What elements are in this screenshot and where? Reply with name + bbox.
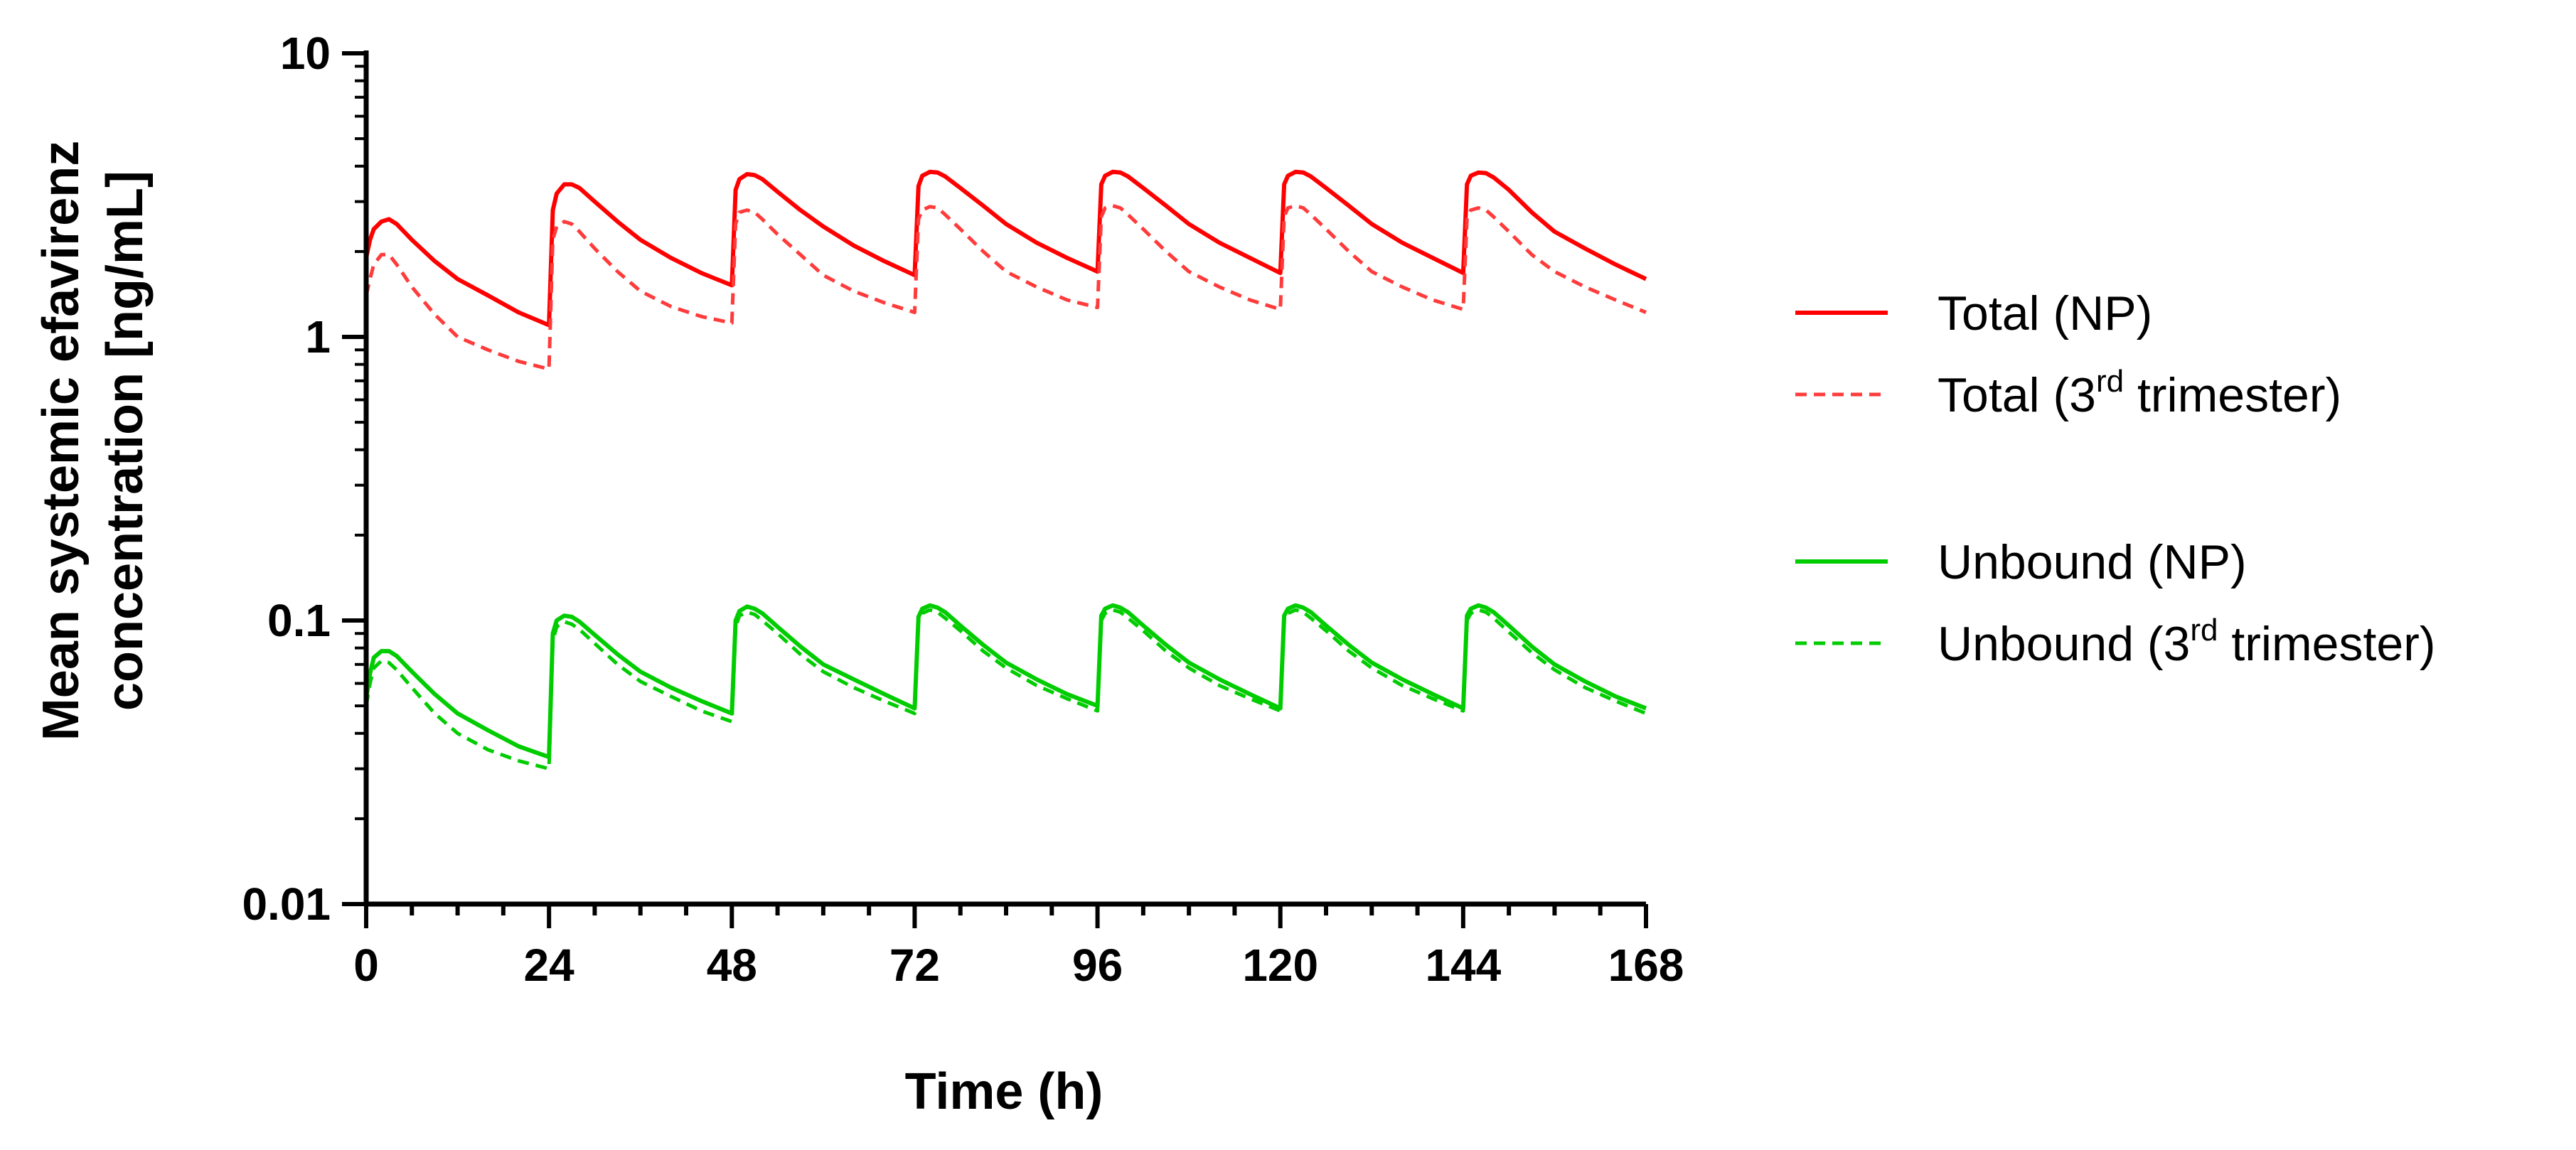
- series-line-1: [364, 169, 1647, 328]
- series-line-4: [364, 608, 1647, 771]
- series-line-2: [364, 204, 1647, 371]
- y-axis-title-line-2: concentration [ng/mL]: [97, 171, 154, 711]
- y-tick-label: 0.1: [267, 595, 331, 646]
- plot-area: [364, 169, 1647, 771]
- series-line-3: [364, 603, 1647, 760]
- x-tick-label: 48: [707, 940, 757, 991]
- x-tick-label: 72: [889, 940, 940, 991]
- y-axis-title: Mean systemic efavirenz concentration [n…: [33, 141, 154, 741]
- x-tick-label: 24: [524, 940, 575, 991]
- x-tick-label: 168: [1608, 940, 1684, 991]
- y-tick-label: 0.01: [242, 878, 331, 930]
- x-tick-label: 120: [1242, 940, 1318, 991]
- legend-label-1: Total (NP): [1938, 286, 2152, 340]
- axes: 0 24 48 72 96 120 144 168 0.01 0.1 1 10: [242, 28, 1684, 991]
- x-tick-label: 96: [1072, 940, 1123, 991]
- legend-label-4: Unbound (3rd trimester): [1938, 613, 2436, 671]
- y-tick-label: 1: [305, 311, 331, 362]
- legend-label-2: Total (3rd trimester): [1938, 364, 2341, 422]
- legend: Total (NP) Total (3rd trimester) Unbound (…: [1795, 286, 2436, 671]
- x-axis-title: Time (h): [905, 1063, 1103, 1120]
- y-axis-title-line-1: Mean systemic efavirenz: [33, 141, 90, 741]
- x-tick-label: 144: [1425, 940, 1501, 991]
- x-tick-label: 0: [353, 940, 379, 991]
- legend-label-3: Unbound (NP): [1938, 535, 2247, 589]
- y-tick-label: 10: [280, 28, 331, 79]
